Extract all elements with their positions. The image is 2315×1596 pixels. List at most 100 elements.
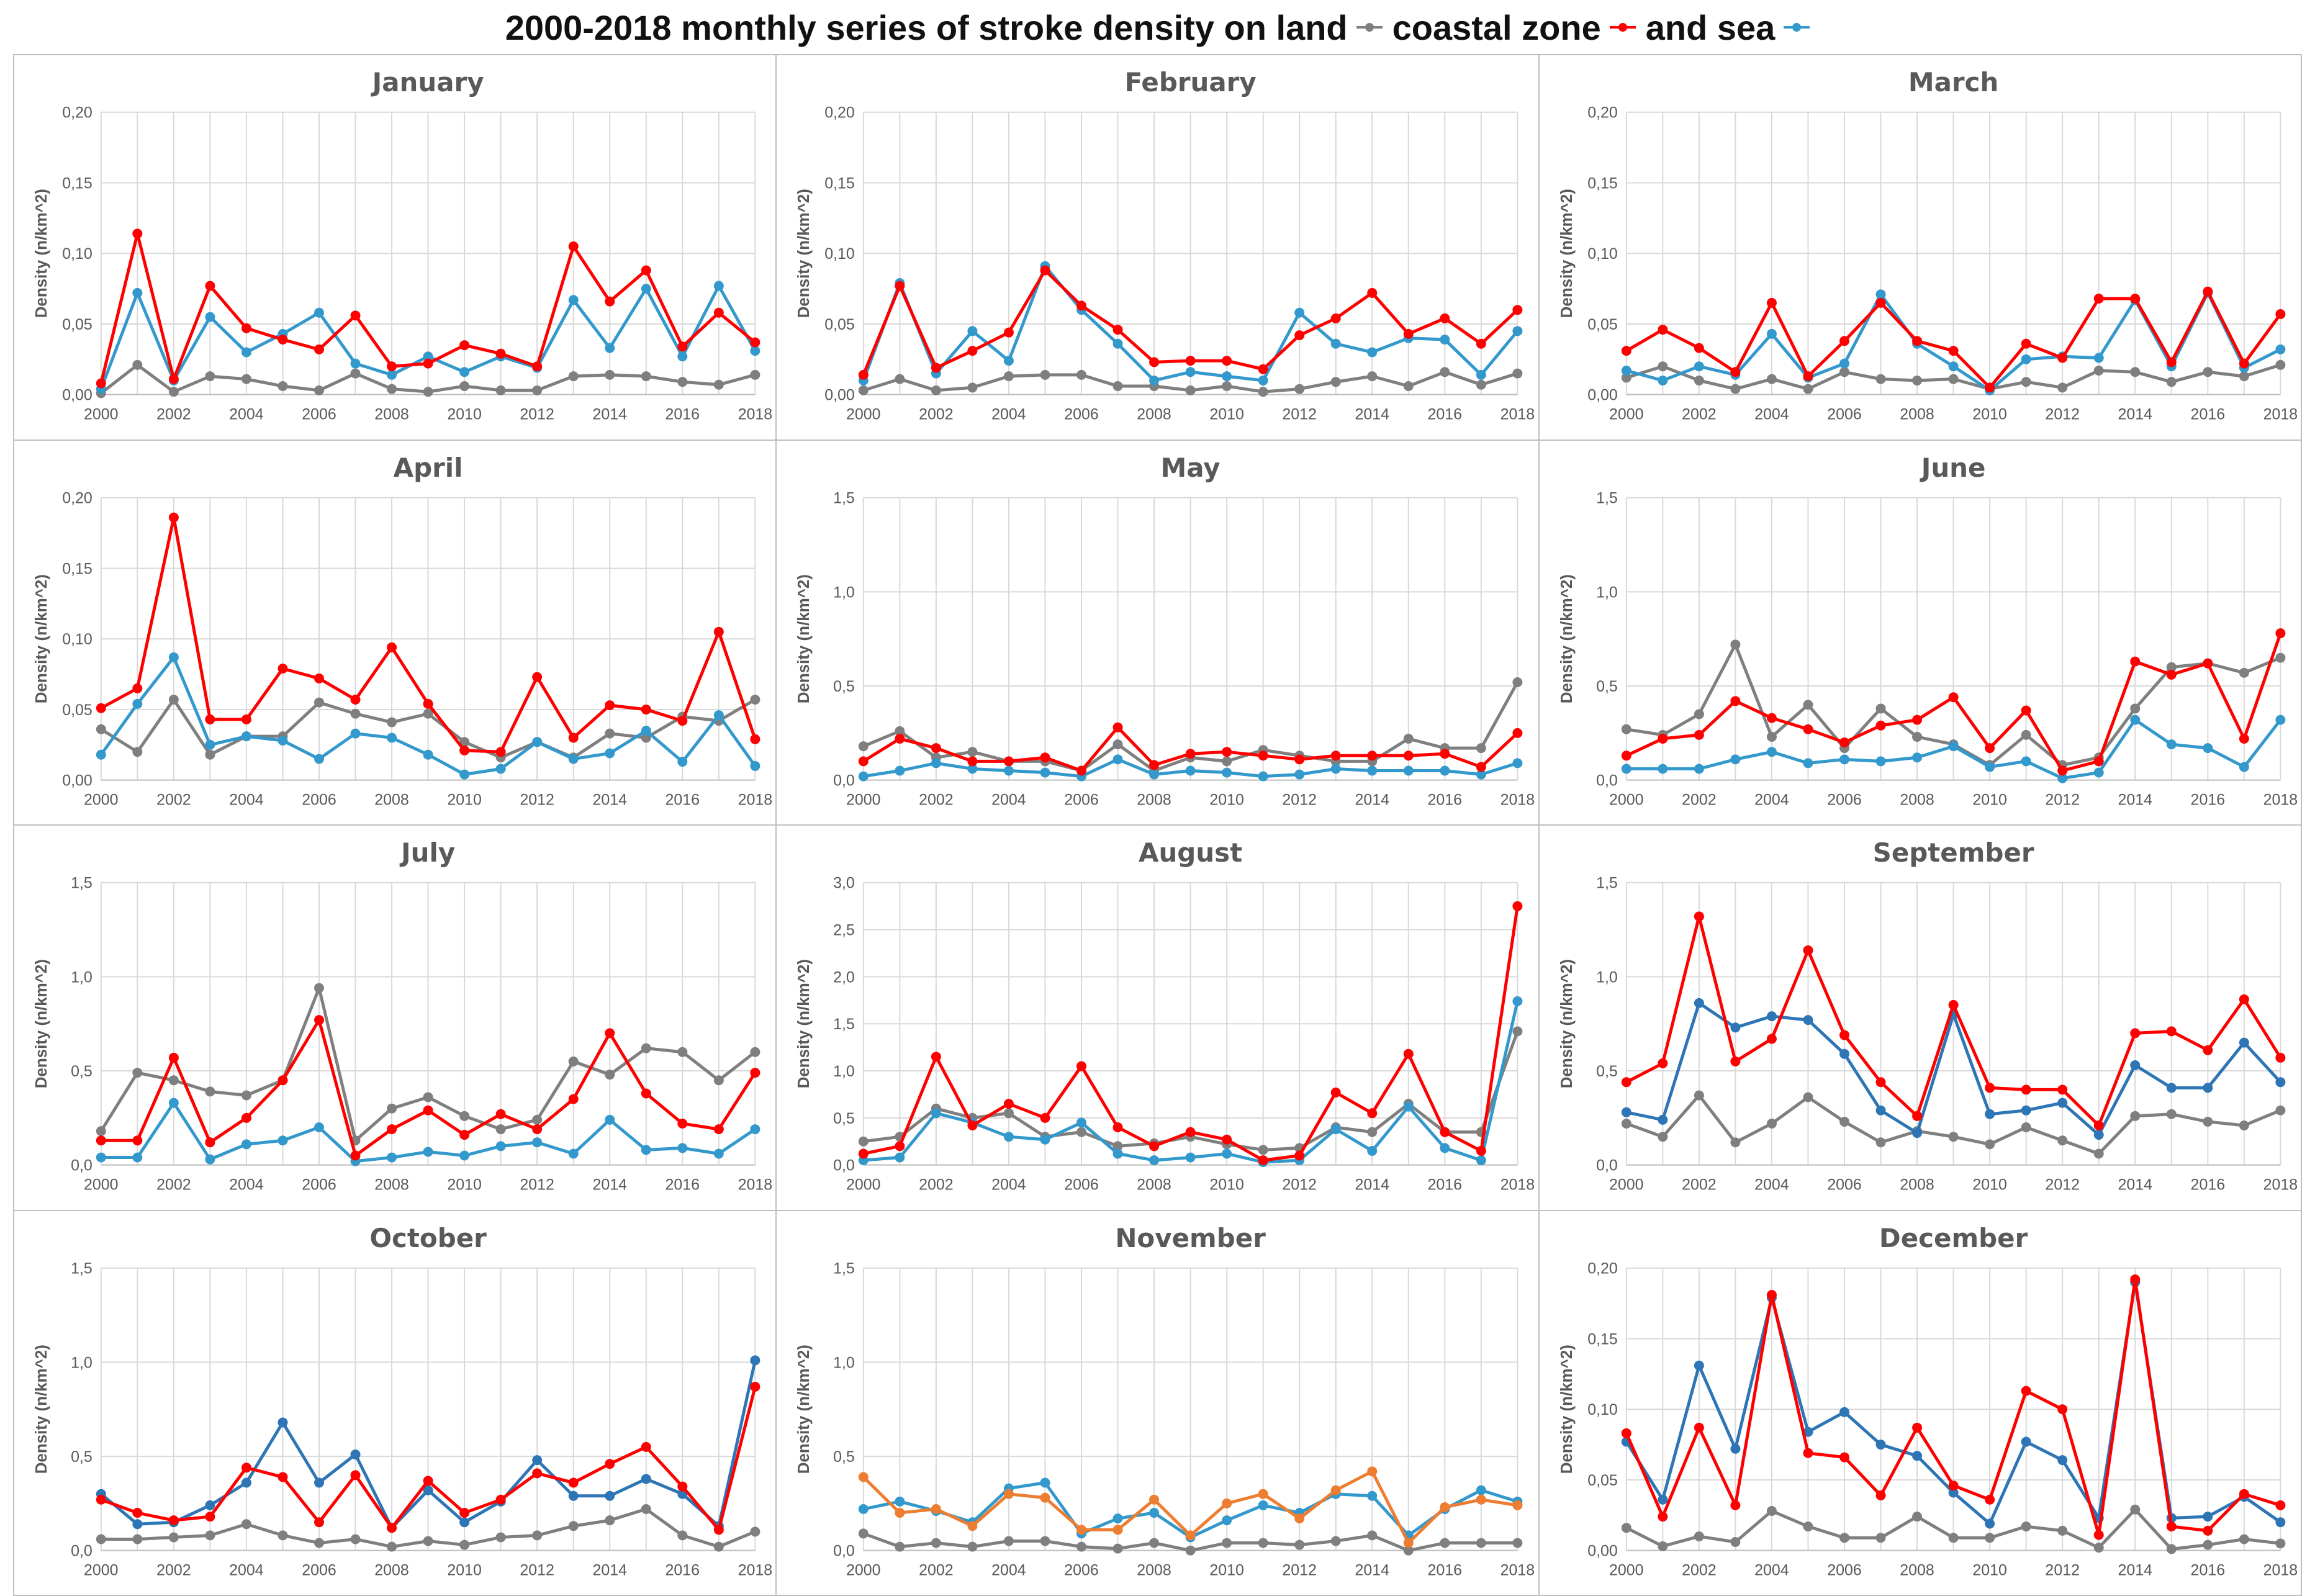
data-point-coastal-zone [241, 1113, 251, 1123]
data-point-coastal-zone [1875, 1490, 1885, 1500]
data-point-coastal-zone [1730, 1057, 1740, 1066]
data-point-sea [387, 733, 397, 742]
data-point-sea [459, 1517, 469, 1527]
data-point-coastal-zone [1404, 1538, 1414, 1548]
data-point-sea [2166, 739, 2176, 749]
data-point-sea [1985, 1109, 1995, 1119]
data-point-sea [2275, 715, 2285, 724]
data-point-land [569, 1057, 579, 1066]
data-point-sea [1730, 1022, 1740, 1032]
data-point-coastal-zone [714, 626, 724, 636]
data-point-coastal-zone [205, 714, 215, 724]
data-point-sea [1440, 335, 1450, 345]
data-point-land [1912, 731, 1922, 741]
data-point-sea [750, 1355, 760, 1365]
data-point-coastal-zone [351, 1470, 361, 1480]
data-point-land [2057, 382, 2067, 392]
data-point-sea [351, 728, 361, 738]
data-point-sea [641, 1474, 651, 1484]
data-point-land [1295, 384, 1305, 394]
x-tick-label: 2010 [1972, 1176, 2007, 1194]
data-point-sea [314, 754, 324, 764]
data-point-land [314, 1538, 324, 1548]
data-point-land [2275, 1538, 2285, 1548]
data-point-sea [314, 1477, 324, 1487]
y-tick-label: 0,20 [62, 489, 93, 507]
data-point-coastal-zone [1767, 1290, 1777, 1300]
data-point-coastal-zone [423, 1476, 433, 1486]
data-point-sea [750, 1124, 760, 1134]
data-point-coastal-zone [532, 672, 542, 682]
data-point-coastal-zone [895, 1141, 905, 1151]
data-point-sea [1076, 1117, 1086, 1127]
data-point-coastal-zone [532, 1124, 542, 1134]
data-point-coastal-zone [968, 756, 978, 766]
x-tick-label: 2010 [1972, 1561, 2007, 1579]
x-tick-label: 2016 [1428, 406, 1463, 423]
data-point-land [532, 1530, 542, 1540]
y-tick-label: 1,5 [1596, 489, 1618, 507]
data-point-land [1258, 1145, 1268, 1155]
data-point-coastal-zone [1258, 1155, 1268, 1165]
data-point-coastal-zone [1875, 720, 1885, 730]
x-tick-label: 2002 [156, 1176, 191, 1194]
data-point-coastal-zone [1076, 1061, 1086, 1071]
y-tick-label: 1,0 [1596, 968, 1618, 986]
data-point-sea [2203, 1083, 2213, 1093]
chart-title: March [1908, 67, 1998, 97]
y-tick-label: 0,05 [1587, 316, 1618, 333]
x-tick-label: 2018 [738, 1561, 773, 1579]
data-point-sea [2203, 743, 2213, 753]
data-point-land [496, 1124, 506, 1134]
data-point-coastal-zone [423, 1106, 433, 1116]
data-point-sea [1839, 1407, 1849, 1417]
data-point-land [1767, 374, 1777, 384]
data-point-land [2093, 366, 2103, 376]
data-point-coastal-zone [1149, 1494, 1159, 1504]
data-point-land [169, 695, 179, 705]
data-point-sea [1186, 765, 1196, 775]
data-point-coastal-zone [2203, 287, 2213, 297]
y-tick-label: 1,5 [1596, 875, 1618, 892]
data-point-coastal-zone [677, 1119, 687, 1129]
data-point-sea [1767, 747, 1777, 757]
data-point-coastal-zone [1694, 911, 1704, 921]
x-tick-label: 2010 [1210, 1561, 1245, 1579]
data-point-land [1730, 1537, 1740, 1547]
data-point-coastal-zone [2166, 1026, 2176, 1036]
data-point-coastal-zone [641, 266, 651, 276]
data-point-coastal-zone [2166, 1522, 2176, 1531]
data-point-coastal-zone [1222, 1498, 1232, 1508]
data-point-coastal-zone [1658, 733, 1667, 743]
x-tick-label: 2002 [919, 1176, 954, 1194]
x-tick-label: 2016 [2190, 1561, 2225, 1579]
data-point-coastal-zone [859, 756, 869, 766]
data-point-coastal-zone [605, 1028, 615, 1038]
data-point-coastal-zone [1513, 901, 1523, 911]
data-point-sea [1948, 741, 1958, 751]
data-point-land [1476, 1538, 1486, 1548]
data-point-coastal-zone [569, 1477, 579, 1487]
x-tick-label: 2000 [84, 791, 119, 808]
chart-title: December [1879, 1222, 2028, 1253]
data-point-coastal-zone [859, 1472, 869, 1482]
x-tick-label: 2010 [1210, 791, 1245, 808]
data-point-coastal-zone [1948, 346, 1958, 356]
x-tick-label: 2012 [1283, 406, 1317, 423]
data-point-coastal-zone [1875, 1077, 1885, 1087]
data-point-sea [1767, 329, 1777, 339]
data-point-coastal-zone [2239, 1489, 2249, 1499]
data-point-coastal-zone [1368, 288, 1378, 298]
x-tick-label: 2010 [1210, 406, 1245, 423]
data-point-land [1186, 385, 1196, 395]
x-tick-label: 2000 [1609, 791, 1644, 808]
data-point-coastal-zone [1040, 1492, 1050, 1502]
data-point-land [314, 385, 324, 395]
data-point-sea [1839, 1049, 1849, 1059]
data-point-sea [1186, 367, 1196, 377]
